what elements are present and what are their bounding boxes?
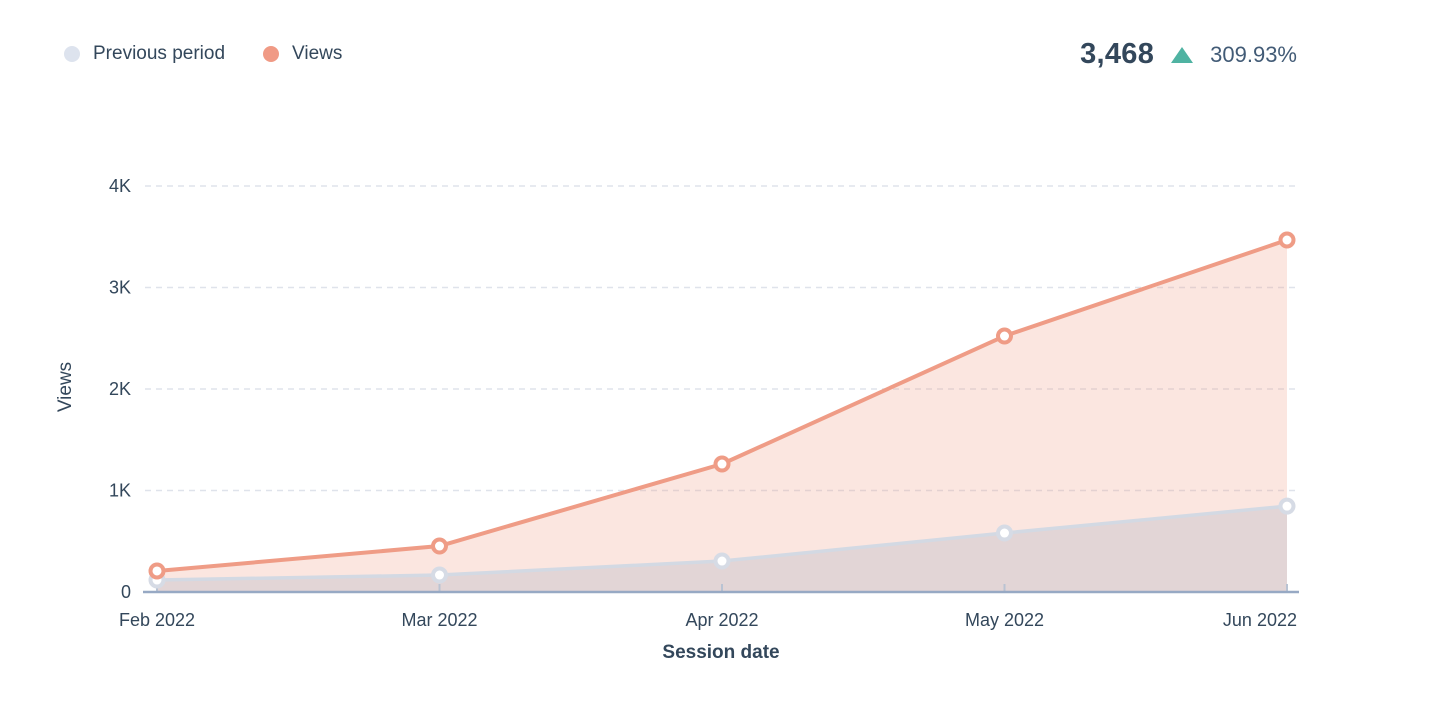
area-fill-previous-period: [157, 506, 1287, 592]
legend-label-views: Views: [292, 43, 343, 64]
legend-item-views[interactable]: Views: [263, 43, 342, 65]
data-point-views-2[interactable]: [713, 455, 731, 473]
legend-dot-views-icon: [263, 46, 280, 62]
x-axis-title: Session date: [662, 642, 780, 663]
metric-delta-percent: 309.93%: [1210, 41, 1297, 67]
x-tick-label-mar-2022: Mar 2022: [401, 610, 477, 630]
x-tick-label-may-2022: May 2022: [965, 610, 1044, 630]
data-point-views-0[interactable]: [148, 562, 166, 580]
y-tick-label-3K: 3K: [109, 278, 131, 298]
metric-summary: 3,468 309.93%: [1080, 38, 1297, 71]
data-point-views-4[interactable]: [1278, 231, 1296, 249]
data-point-previous-period-1[interactable]: [431, 566, 448, 584]
chart-legend: Previous period Views: [64, 43, 342, 65]
legend-label-previous-period: Previous period: [93, 43, 226, 64]
x-tick-label-apr-2022: Apr 2022: [685, 610, 758, 630]
y-tick-label-1K: 1K: [109, 481, 131, 501]
data-point-previous-period-2[interactable]: [713, 552, 731, 570]
area-fill-views: [157, 239, 1287, 593]
x-tick-label-jun-2022: Jun 2022: [1223, 610, 1297, 630]
data-point-previous-period-4[interactable]: [1278, 497, 1296, 515]
data-point-views-1[interactable]: [431, 537, 448, 555]
legend-dot-previous-period-icon: [64, 46, 80, 62]
y-tick-label-0: 0: [121, 582, 131, 602]
y-tick-label-2K: 2K: [109, 379, 131, 399]
legend-item-previous-period[interactable]: Previous period: [64, 43, 225, 65]
data-point-previous-period-3[interactable]: [996, 524, 1013, 542]
y-tick-label-4K: 4K: [109, 176, 131, 196]
trend-up-triangle-icon: [1171, 46, 1194, 63]
x-tick-label-feb-2022: Feb 2022: [119, 610, 195, 630]
data-point-views-3[interactable]: [996, 327, 1013, 345]
metric-total-value: 3,468: [1080, 38, 1155, 70]
